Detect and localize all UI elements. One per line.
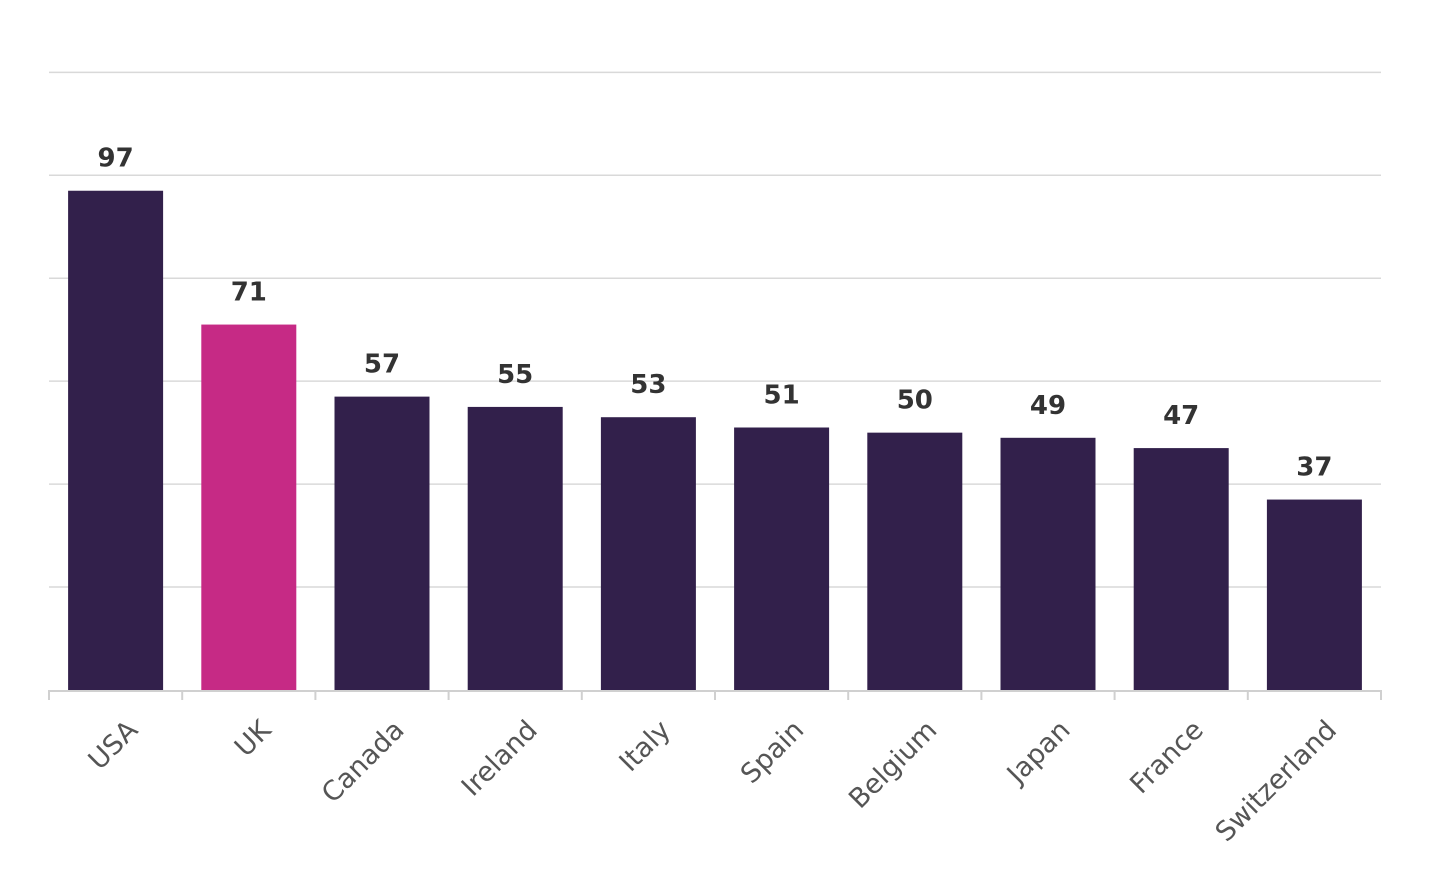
tick-label-spain: Spain [735, 715, 810, 790]
bar-belgium [867, 432, 963, 690]
data-label-uk: 71 [231, 278, 267, 308]
bar-uk [201, 324, 297, 690]
data-labels: 97 71 57 55 53 51 50 49 47 37 [98, 144, 1333, 483]
tick-label-canada: Canada [316, 715, 411, 810]
bar-spain [734, 427, 830, 690]
data-label-belgium: 50 [897, 386, 933, 416]
tick-label-belgium: Belgium [843, 715, 943, 815]
tick-label-ireland: Ireland [456, 715, 544, 803]
data-label-japan: 49 [1030, 391, 1066, 421]
tick-label-japan: Japan [1000, 715, 1077, 792]
bar-usa [68, 190, 164, 690]
data-label-italy: 53 [630, 370, 666, 400]
data-label-ireland: 55 [497, 360, 533, 390]
bars [68, 190, 1362, 690]
tick-label-switzerland: Switzerland [1210, 715, 1343, 848]
data-label-usa: 97 [98, 144, 134, 174]
tick-label-france: France [1124, 715, 1209, 800]
x-tick-labels: USA UK Canada Ireland Italy Spain Belgium Japan… [83, 714, 1343, 848]
tick-label-italy: Italy [614, 715, 677, 778]
x-axis [48, 690, 1382, 700]
tick-label-usa: USA [83, 714, 145, 776]
bar-italy [600, 417, 696, 690]
data-label-canada: 57 [364, 350, 400, 380]
data-label-switzerland: 37 [1296, 453, 1332, 483]
bar-ireland [467, 406, 563, 690]
data-label-france: 47 [1163, 401, 1199, 431]
bar-japan [1000, 437, 1096, 690]
tick-label-uk: UK [229, 714, 278, 763]
bar-canada [334, 396, 430, 690]
data-label-spain: 51 [764, 381, 800, 411]
bar-switzerland [1266, 499, 1362, 690]
bar-france [1133, 448, 1229, 690]
